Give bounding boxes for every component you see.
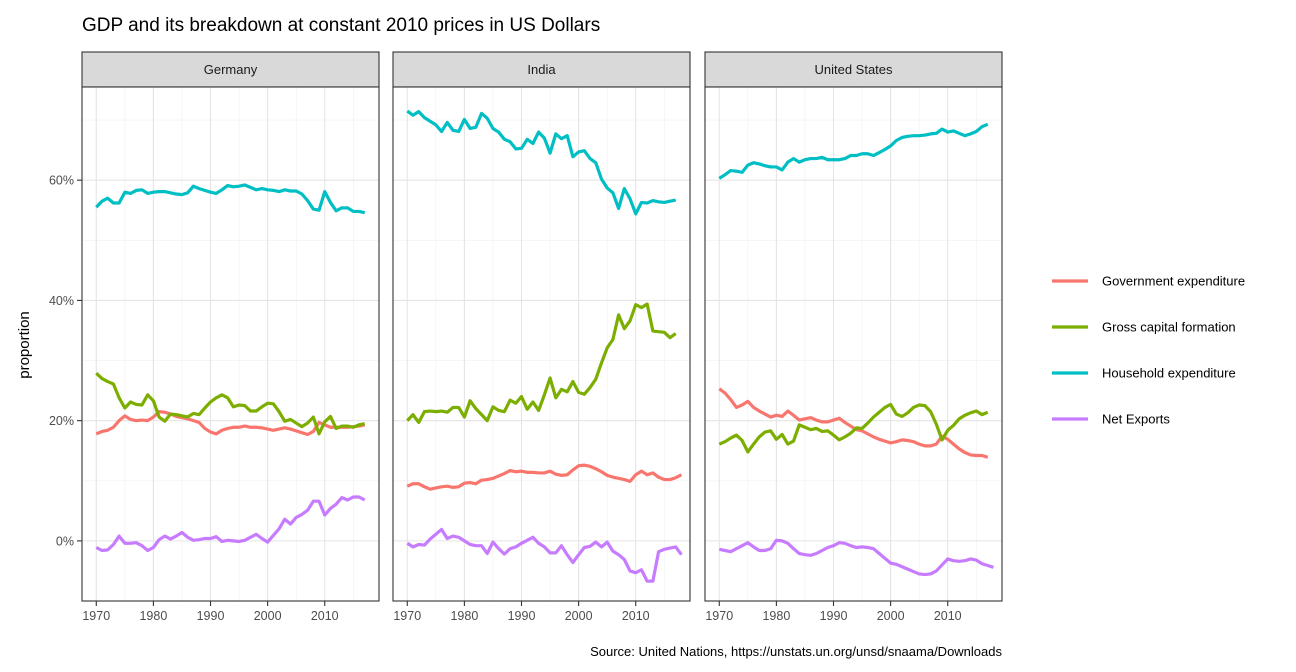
series-line-government-expenditure bbox=[406, 463, 683, 491]
plot-background bbox=[82, 87, 379, 601]
series-line-gross-capital-formation bbox=[406, 302, 677, 425]
y-tick-label: 0% bbox=[56, 534, 74, 548]
legend-label: Household expenditure bbox=[1102, 366, 1236, 381]
x-tick-label: 1970 bbox=[82, 609, 110, 623]
panel-border bbox=[704, 86, 1003, 602]
series-line-household-expenditure bbox=[95, 183, 366, 215]
panel-india: India 1970 1980 1990 2000 2010 bbox=[392, 51, 691, 623]
y-tick-label: 60% bbox=[49, 174, 74, 188]
y-axis-title: proportion bbox=[16, 311, 33, 379]
legend-item: Household expenditure bbox=[1052, 366, 1236, 381]
panel-border bbox=[392, 86, 691, 602]
plot-background bbox=[705, 87, 1002, 601]
chart-title: GDP and its breakdown at constant 2010 p… bbox=[82, 15, 600, 36]
x-tick-label: 2010 bbox=[622, 609, 650, 623]
y-tick-label: 20% bbox=[49, 414, 74, 428]
series-line-net-exports bbox=[718, 538, 994, 577]
series-line-household-expenditure bbox=[718, 122, 989, 180]
x-tick-label: 2010 bbox=[934, 609, 962, 623]
x-tick-label: 1990 bbox=[197, 609, 225, 623]
x-tick-label: 2000 bbox=[565, 609, 593, 623]
x-tick-label: 2010 bbox=[311, 609, 339, 623]
series-line-household-expenditure bbox=[406, 109, 677, 216]
x-tick-label: 1980 bbox=[450, 609, 478, 623]
facet-strip-label: Germany bbox=[204, 62, 258, 77]
caption: Source: United Nations, https://unstats.… bbox=[590, 644, 1002, 659]
plot-background bbox=[393, 87, 690, 601]
series-line-government-expenditure bbox=[95, 410, 366, 437]
y-tick-label: 40% bbox=[49, 294, 74, 308]
legend-item: Net Exports bbox=[1052, 412, 1170, 427]
x-tick-label: 1990 bbox=[820, 609, 848, 623]
x-tick-label: 1980 bbox=[139, 609, 167, 623]
panel-border bbox=[81, 86, 380, 602]
facet-strip-label: United States bbox=[814, 62, 893, 77]
series-line-net-exports bbox=[95, 495, 366, 553]
x-tick-label: 1980 bbox=[762, 609, 790, 623]
facet-strip-label: India bbox=[527, 62, 556, 77]
facet-strip bbox=[81, 51, 380, 88]
legend: Government expenditure Gross capital form… bbox=[1052, 274, 1245, 427]
panel-germany: Germany 1970 1980 1990 2000 2010 0% 20% 40% 60% bbox=[49, 51, 380, 623]
panel-united-states: United States 1970 1980 1990 2000 2010 bbox=[704, 51, 1003, 623]
x-tick-label: 1970 bbox=[393, 609, 421, 623]
legend-label: Government expenditure bbox=[1102, 274, 1245, 289]
x-tick-label: 2000 bbox=[877, 609, 905, 623]
x-tick-label: 1970 bbox=[705, 609, 733, 623]
legend-label: Gross capital formation bbox=[1102, 320, 1236, 335]
series-line-gross-capital-formation bbox=[718, 402, 989, 454]
x-tick-label: 2000 bbox=[254, 609, 282, 623]
legend-label: Net Exports bbox=[1102, 412, 1170, 427]
series-line-net-exports bbox=[406, 527, 683, 583]
legend-item: Gross capital formation bbox=[1052, 320, 1236, 335]
series-line-gross-capital-formation bbox=[95, 371, 366, 436]
x-tick-label: 1990 bbox=[508, 609, 536, 623]
legend-item: Government expenditure bbox=[1052, 274, 1245, 289]
facet-strip bbox=[704, 51, 1003, 88]
